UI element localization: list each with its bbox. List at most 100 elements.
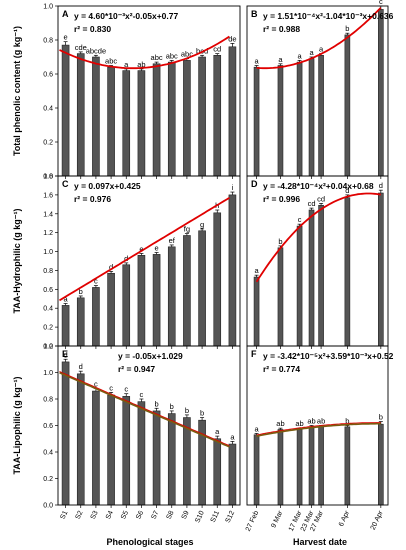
bar-F-6 xyxy=(344,426,351,506)
bar-A-6 xyxy=(137,70,146,177)
significance-letter-D-6: d xyxy=(345,186,349,195)
y-tick-label-C-8: 1.6 xyxy=(43,192,53,199)
bar-C-11 xyxy=(213,212,222,347)
x-tick-label-F-2: 9 Mar xyxy=(270,509,284,529)
significance-letter-C-8: ef xyxy=(169,236,176,245)
fit-equation-B: y = 1.51*10⁻⁴x²-1.04*10⁻³x+0.636 xyxy=(263,11,394,21)
bar-D-5 xyxy=(318,204,324,347)
bar-C-1 xyxy=(61,305,70,347)
panel-label-F: F xyxy=(251,349,257,359)
fit-curve-B xyxy=(256,7,382,70)
significance-letter-C-7: e xyxy=(154,244,158,253)
significance-letter-E-9: b xyxy=(185,406,189,415)
significance-letter-F-4: ab xyxy=(307,417,315,426)
significance-letter-A-3: abcde xyxy=(86,46,106,55)
bar-E-3 xyxy=(92,390,100,506)
y-tick-label-E-4: 0.8 xyxy=(43,397,53,404)
y-axis-title-C: TAA-Hydrophilic (g kg⁻¹) xyxy=(12,208,22,313)
significance-letter-C-2: b xyxy=(79,287,83,296)
significance-letter-B-7: c xyxy=(379,0,383,6)
significance-letter-A-8: abc xyxy=(166,51,178,60)
bar-E-7 xyxy=(152,410,161,506)
significance-letter-B-2: a xyxy=(278,55,283,64)
bar-E-4 xyxy=(107,394,115,506)
significance-letter-A-10: bcd xyxy=(196,46,208,55)
significance-letter-A-6: ab xyxy=(137,60,145,69)
significance-letter-E-6: c xyxy=(140,390,144,399)
panel-E: d d c c c c b b b b a a 0.0 0.2 0.4 0.6 0.8 1.0 1.2 TAA-Lip… xyxy=(12,344,241,524)
fit-curve-F xyxy=(256,422,381,437)
significance-letter-D-2: b xyxy=(278,237,282,246)
bar-F-4 xyxy=(308,426,315,506)
x-tick-label-F-6: 6 Apr xyxy=(338,509,352,527)
significance-letter-C-4: d xyxy=(109,262,113,271)
x-title-harvest: Harvest date xyxy=(293,537,347,547)
bar-D-2 xyxy=(277,247,284,347)
bar-C-5 xyxy=(122,264,131,347)
significance-letter-C-9: fg xyxy=(184,225,190,234)
significance-letter-A-4: abc xyxy=(105,57,117,66)
panel-label-D: D xyxy=(251,179,258,189)
panel-label-C: C xyxy=(62,179,69,189)
bar-B-3 xyxy=(296,61,303,177)
bar-A-11 xyxy=(213,54,222,177)
significance-letter-A-12: de xyxy=(228,34,236,43)
bar-F-3 xyxy=(296,429,303,506)
significance-letter-C-1: a xyxy=(63,295,68,304)
significance-letter-D-1: a xyxy=(254,266,259,275)
bar-F-1 xyxy=(253,434,260,506)
bar-A-10 xyxy=(198,56,206,177)
y-axis-title-A: Total phenolic content (g kg⁻¹) xyxy=(12,26,22,156)
bar-D-3 xyxy=(296,225,303,347)
significance-letter-E-11: a xyxy=(215,427,220,436)
significance-letter-A-11: cd xyxy=(213,45,221,54)
y-tick-label-E-1: 0.2 xyxy=(43,476,53,483)
fit-equation-A: y = 4.60*10⁻³x²-0.05x+0.77 xyxy=(74,11,178,21)
bar-C-7 xyxy=(152,254,161,347)
bar-C-8 xyxy=(167,246,176,347)
bar-A-3 xyxy=(92,56,100,177)
y-tick-label-C-0: 0.0 xyxy=(43,344,53,351)
bar-E-9 xyxy=(183,417,191,506)
significance-letter-C-10: g xyxy=(200,220,204,229)
significance-letter-E-2: d xyxy=(79,362,83,371)
bar-B-2 xyxy=(277,65,284,177)
x-tick-label-E-2: S2 xyxy=(75,510,85,521)
fit-curve-E xyxy=(59,371,230,448)
bar-C-10 xyxy=(198,230,206,347)
bar-A-7 xyxy=(152,63,161,177)
x-tick-label-F-7: 20 Apr xyxy=(370,509,385,531)
bar-D-6 xyxy=(344,197,351,347)
significance-letter-A-2: cde xyxy=(75,43,87,52)
fit-curve-C xyxy=(59,197,230,302)
significance-letter-D-4: cd xyxy=(308,199,316,208)
bar-F-5 xyxy=(318,426,324,506)
bar-C-2 xyxy=(76,297,85,347)
y-tick-label-A-4: 0.8 xyxy=(43,38,53,45)
x-tick-label-E-1: S1 xyxy=(59,510,69,521)
bar-B-7 xyxy=(378,9,384,177)
x-tick-label-E-10: S10 xyxy=(194,510,206,524)
significance-letter-C-6: e xyxy=(139,244,143,253)
plot-frame-F xyxy=(246,345,389,506)
r-squared-A: r² = 0.830 xyxy=(74,24,111,34)
y-tick-label-E-5: 1.0 xyxy=(43,370,53,377)
significance-letter-B-1: a xyxy=(254,57,259,66)
significance-letter-A-7: abc xyxy=(151,53,163,62)
panel-label-E: E xyxy=(62,349,68,359)
significance-letter-F-5: ab xyxy=(317,417,325,426)
fit-equation-C: y = 0.097x+0.425 xyxy=(74,181,141,191)
y-tick-label-A-2: 0.4 xyxy=(43,106,53,113)
bar-C-3 xyxy=(92,287,100,347)
y-tick-label-C-4: 0.8 xyxy=(43,268,53,275)
x-tick-label-F-1: 27 Feb xyxy=(245,510,261,533)
x-tick-label-E-12: S12 xyxy=(225,510,237,524)
fit-equation-D: y = -4.28*10⁻⁴x²+0.04x+0.68 xyxy=(263,181,374,191)
r-squared-E: r² = 0.947 xyxy=(118,364,155,374)
x-tick-label-E-7: S7 xyxy=(150,510,160,521)
significance-letter-E-1: d xyxy=(63,350,67,359)
